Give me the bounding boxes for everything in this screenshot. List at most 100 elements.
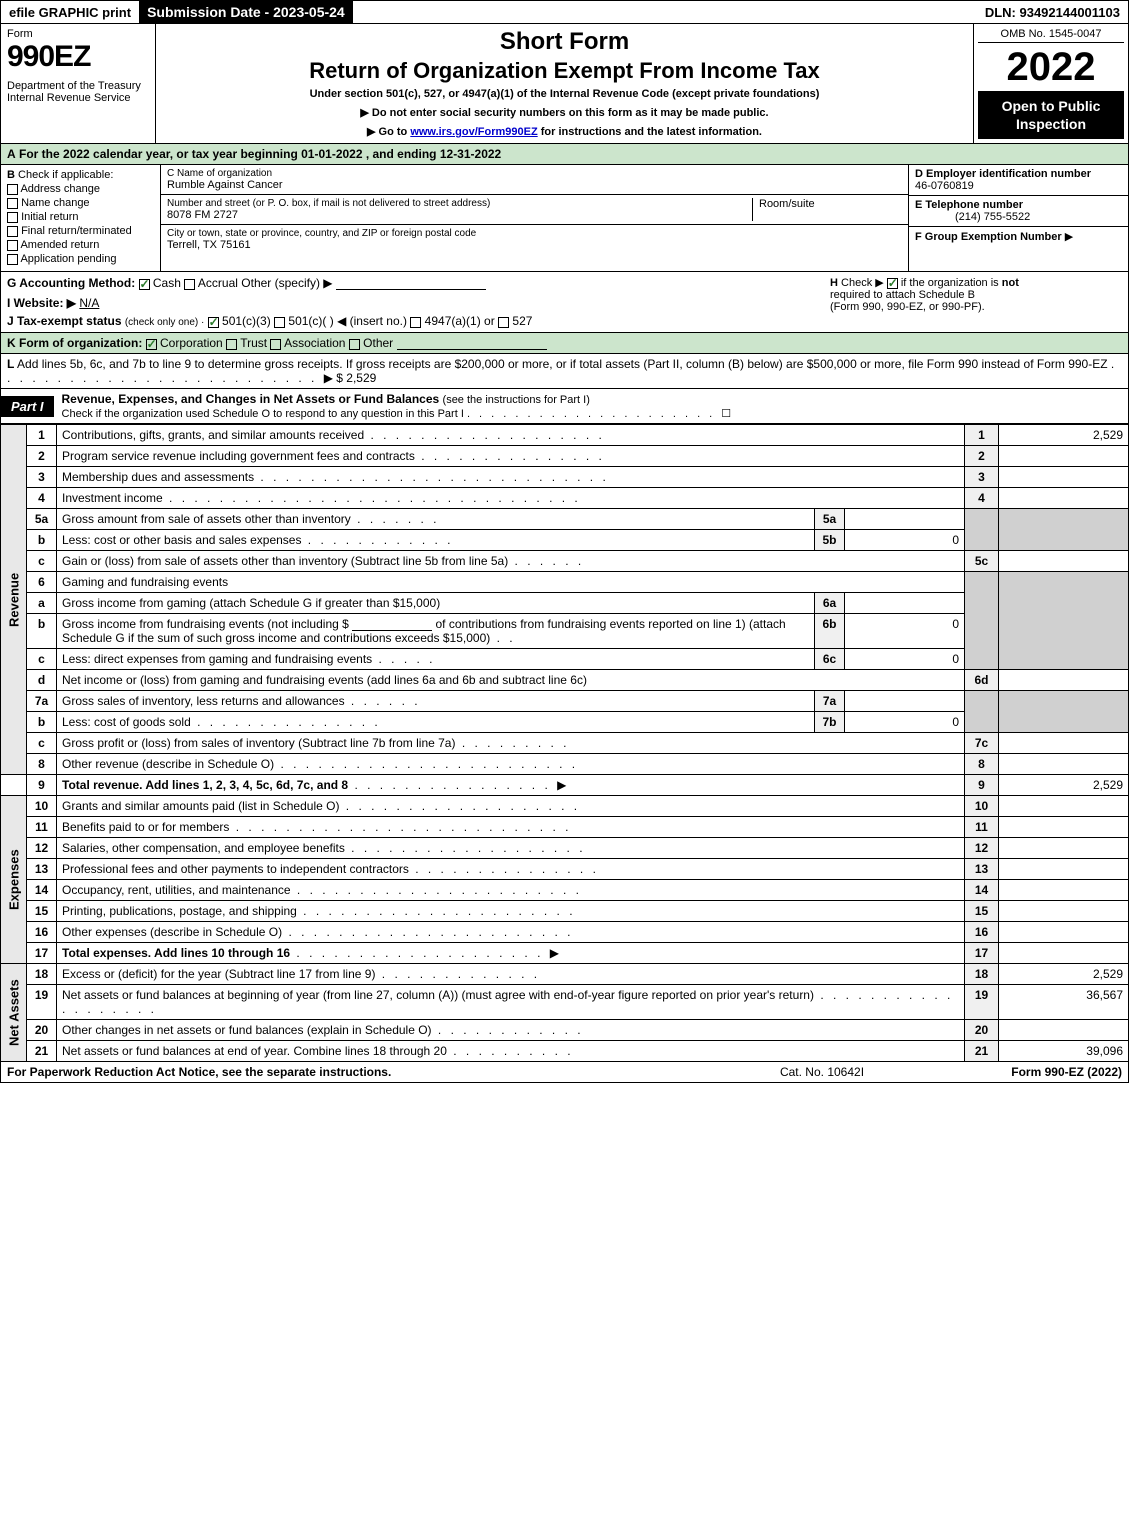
j-label: J Tax-exempt status [7, 314, 122, 328]
top-bar: efile GRAPHIC print Submission Date - 20… [0, 0, 1129, 24]
h-block: H Check ▶ if the organization is not req… [822, 276, 1122, 328]
j-sub: (check only one) · [125, 317, 204, 328]
l-text: Add lines 5b, 6c, and 7b to line 9 to de… [17, 357, 1108, 371]
row-a-label: A [7, 147, 16, 161]
part-i-label: Part I [1, 396, 54, 417]
chk-501c3[interactable] [208, 317, 219, 328]
line-17: 17 Total expenses. Add lines 10 through … [1, 943, 1129, 964]
line-16: 16 Other expenses (describe in Schedule … [1, 922, 1129, 943]
line-7b: b Less: cost of goods sold . . . . . . .… [1, 712, 1129, 733]
l-arrow: ▶ $ [324, 371, 343, 385]
chk-association[interactable] [270, 339, 281, 350]
chk-4947[interactable] [410, 317, 421, 328]
chk-527[interactable] [498, 317, 509, 328]
chk-amended-return[interactable]: Amended return [7, 239, 154, 251]
h-text4: (Form 990, 990-EZ, or 990-PF). [830, 301, 985, 313]
ein-block: D Employer identification number 46-0760… [909, 165, 1128, 196]
chk-final-return[interactable]: Final return/terminated [7, 225, 154, 237]
group-exemption-arrow: ▶ [1065, 231, 1073, 243]
city-label: City or town, state or province, country… [167, 228, 902, 239]
line-6c: c Less: direct expenses from gaming and … [1, 649, 1129, 670]
row-a-text: For the 2022 calendar year, or tax year … [19, 147, 501, 161]
short-form-title: Short Form [164, 28, 965, 56]
goto-post: for instructions and the latest informat… [541, 126, 762, 138]
phone-value: (214) 755-5522 [915, 211, 1030, 223]
part-i-title: Revenue, Expenses, and Changes in Net As… [54, 389, 1128, 423]
efile-graphic-print: efile GRAPHIC print [1, 2, 139, 23]
line-6: 6 Gaming and fundraising events [1, 572, 1129, 593]
vlabel-expenses: Expenses [1, 796, 27, 964]
irs-link[interactable]: www.irs.gov/Form990EZ [410, 126, 537, 138]
part-i-check-line: Check if the organization used Schedule … [62, 408, 732, 420]
goto-line: ▶ Go to www.irs.gov/Form990EZ for instru… [164, 125, 965, 138]
line-19: 19 Net assets or fund balances at beginn… [1, 985, 1129, 1020]
g-label: G Accounting Method: [7, 276, 135, 290]
line-18: Net Assets 18 Excess or (deficit) for th… [1, 964, 1129, 985]
phone-label: E Telephone number [915, 199, 1023, 211]
footer: For Paperwork Reduction Act Notice, see … [0, 1062, 1129, 1083]
line-8: 8 Other revenue (describe in Schedule O)… [1, 754, 1129, 775]
gh-left: G Accounting Method: Cash Accrual Other … [7, 276, 822, 328]
line-5b: b Less: cost or other basis and sales ex… [1, 530, 1129, 551]
line-5a: 5a Gross amount from sale of assets othe… [1, 509, 1129, 530]
street-value: 8078 FM 2727 [167, 209, 752, 221]
ein-label: D Employer identification number [915, 168, 1091, 180]
form-number: 990EZ [7, 40, 149, 74]
line-6d: d Net income or (loss) from gaming and f… [1, 670, 1129, 691]
line-6b: b Gross income from fundraising events (… [1, 614, 1129, 649]
line-9: 9 Total revenue. Add lines 1, 2, 3, 4, 5… [1, 775, 1129, 796]
return-title: Return of Organization Exempt From Incom… [164, 58, 965, 84]
footer-left: For Paperwork Reduction Act Notice, see … [7, 1065, 722, 1079]
chk-accrual[interactable] [184, 279, 195, 290]
chk-501c[interactable] [274, 317, 285, 328]
omb-number: OMB No. 1545-0047 [978, 28, 1124, 43]
vlabel-netassets: Net Assets [1, 964, 27, 1062]
h-not: not [1002, 277, 1019, 289]
h-text1: Check ▶ [841, 277, 884, 289]
city-block: City or town, state or province, country… [161, 225, 908, 254]
chk-cash[interactable] [139, 279, 150, 290]
chk-application-pending[interactable]: Application pending [7, 253, 154, 265]
chk-other-org[interactable] [349, 339, 360, 350]
line-21: 21 Net assets or fund balances at end of… [1, 1041, 1129, 1062]
b-label: B [7, 169, 15, 181]
6b-blank [352, 617, 432, 631]
dln: DLN: 93492144001103 [977, 2, 1128, 23]
l-value: 2,529 [346, 371, 376, 385]
line-11: 11 Benefits paid to or for members . . .… [1, 817, 1129, 838]
chk-corporation[interactable] [146, 339, 157, 350]
header-right: OMB No. 1545-0047 2022 Open to Public In… [973, 24, 1128, 143]
line-3: 3 Membership dues and assessments . . . … [1, 467, 1129, 488]
footer-right: Form 990-EZ (2022) [922, 1065, 1122, 1079]
ein-value: 46-0760819 [915, 180, 974, 192]
line-2: 2 Program service revenue including gove… [1, 446, 1129, 467]
street-block: Number and street (or P. O. box, if mail… [161, 195, 908, 225]
chk-schedule-b[interactable] [887, 278, 898, 289]
org-name-label: C Name of organization [167, 168, 902, 179]
k-label: K Form of organization: [7, 336, 142, 350]
street-label: Number and street (or P. O. box, if mail… [167, 198, 752, 209]
checkbox-icon [7, 212, 18, 223]
other-specify-blank [336, 276, 486, 290]
col-b: B Check if applicable: Address change Na… [1, 165, 161, 271]
org-name: Rumble Against Cancer [167, 179, 902, 191]
i-label: I Website: ▶ [7, 296, 76, 310]
vlabel-revenue: Revenue [1, 425, 27, 775]
submission-date: Submission Date - 2023-05-24 [139, 1, 353, 23]
part-i-header: Part I Revenue, Expenses, and Changes in… [0, 389, 1129, 424]
group-exemption-block: F Group Exemption Number ▶ [909, 227, 1128, 246]
col-def: D Employer identification number 46-0760… [908, 165, 1128, 271]
group-exemption-label: F Group Exemption Number [915, 231, 1062, 243]
form-header: Form 990EZ Department of the Treasury In… [0, 24, 1129, 144]
chk-address-change[interactable]: Address change [7, 183, 154, 195]
room-suite-label: Room/suite [752, 198, 902, 221]
dept-treasury: Department of the Treasury [7, 80, 149, 92]
chk-name-change[interactable]: Name change [7, 197, 154, 209]
h-text3: required to attach Schedule B [830, 289, 975, 301]
chk-trust[interactable] [226, 339, 237, 350]
tax-year: 2022 [978, 47, 1124, 87]
chk-initial-return[interactable]: Initial return [7, 211, 154, 223]
line-14: 14 Occupancy, rent, utilities, and maint… [1, 880, 1129, 901]
line-7c: c Gross profit or (loss) from sales of i… [1, 733, 1129, 754]
h-text2: if the organization is [901, 277, 999, 289]
